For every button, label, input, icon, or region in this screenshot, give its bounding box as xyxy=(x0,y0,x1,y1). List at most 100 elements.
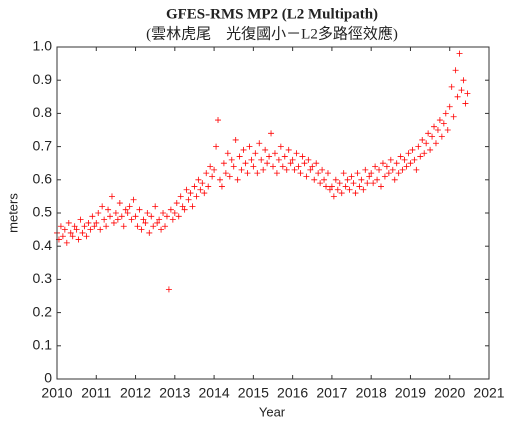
chart-subtitle: (雲林虎尾 光復國小－L2多路徑效應) xyxy=(146,24,398,42)
point xyxy=(197,186,204,193)
point xyxy=(244,170,251,177)
point xyxy=(415,143,422,150)
point xyxy=(297,170,304,177)
x-tick-label: 2013 xyxy=(159,385,190,401)
point xyxy=(291,166,298,173)
point xyxy=(391,176,398,183)
point xyxy=(462,100,469,107)
point xyxy=(368,170,375,177)
point xyxy=(454,93,461,100)
point xyxy=(279,163,286,170)
point xyxy=(260,166,267,173)
point xyxy=(431,123,438,130)
point xyxy=(215,117,222,124)
point xyxy=(232,136,239,143)
point xyxy=(336,180,343,187)
point xyxy=(323,183,330,190)
point xyxy=(97,226,104,233)
point xyxy=(324,170,331,177)
point xyxy=(89,213,96,220)
point xyxy=(395,170,402,177)
point xyxy=(126,203,133,210)
point xyxy=(226,173,233,180)
point xyxy=(185,196,192,203)
point xyxy=(165,286,172,293)
point xyxy=(128,216,135,223)
point xyxy=(403,163,410,170)
point xyxy=(189,203,196,210)
point xyxy=(193,193,200,200)
point xyxy=(203,170,210,177)
point xyxy=(317,180,324,187)
point xyxy=(79,229,86,236)
point xyxy=(124,210,131,216)
chart-title: GFES-RMS MP2 (L2 Multipath) xyxy=(166,6,378,22)
point xyxy=(456,50,463,57)
point xyxy=(307,166,314,173)
point xyxy=(171,210,178,216)
y-axis-label: meters xyxy=(5,193,20,233)
point xyxy=(211,166,218,173)
point xyxy=(144,210,151,216)
point xyxy=(236,153,243,160)
y-tick-label: 0.1 xyxy=(33,337,53,353)
point xyxy=(309,163,316,170)
point xyxy=(73,226,80,233)
y-tick-label: 0.7 xyxy=(33,137,53,153)
point xyxy=(407,160,414,167)
point xyxy=(240,146,247,153)
point xyxy=(162,223,168,230)
point xyxy=(152,203,159,210)
point xyxy=(330,193,337,200)
point xyxy=(285,146,292,153)
point xyxy=(374,176,381,183)
point xyxy=(93,219,100,226)
point xyxy=(199,180,206,187)
point xyxy=(85,219,92,226)
point xyxy=(207,163,214,170)
point xyxy=(216,176,223,183)
point xyxy=(256,140,263,147)
point xyxy=(270,163,276,170)
point xyxy=(65,219,72,226)
point xyxy=(438,133,445,140)
point xyxy=(120,223,127,230)
point xyxy=(301,160,308,167)
point xyxy=(209,173,216,180)
point xyxy=(364,180,371,187)
point xyxy=(220,160,227,167)
point xyxy=(138,226,145,233)
point xyxy=(376,166,383,173)
y-tick-label: 0.3 xyxy=(33,270,53,286)
point xyxy=(346,186,353,193)
point xyxy=(248,156,255,163)
point xyxy=(99,203,106,210)
point xyxy=(201,190,208,197)
point xyxy=(450,113,457,120)
point xyxy=(342,183,349,190)
point xyxy=(370,180,377,187)
point xyxy=(332,176,339,183)
point xyxy=(289,156,296,163)
point xyxy=(146,229,153,236)
point xyxy=(222,170,229,177)
y-tick-label: 0.5 xyxy=(33,204,53,220)
point xyxy=(427,146,434,153)
y-tick-label: 0 xyxy=(44,370,52,386)
point xyxy=(75,236,82,243)
x-tick-label: 2020 xyxy=(434,385,465,401)
point xyxy=(195,176,202,183)
point xyxy=(379,160,386,167)
point xyxy=(118,213,125,220)
point xyxy=(442,110,449,117)
point xyxy=(187,190,194,197)
point xyxy=(107,213,114,220)
point xyxy=(417,153,424,160)
point xyxy=(77,216,84,223)
point xyxy=(305,156,312,163)
point xyxy=(59,233,66,240)
point xyxy=(268,130,275,137)
point xyxy=(228,156,235,163)
point xyxy=(446,103,453,110)
